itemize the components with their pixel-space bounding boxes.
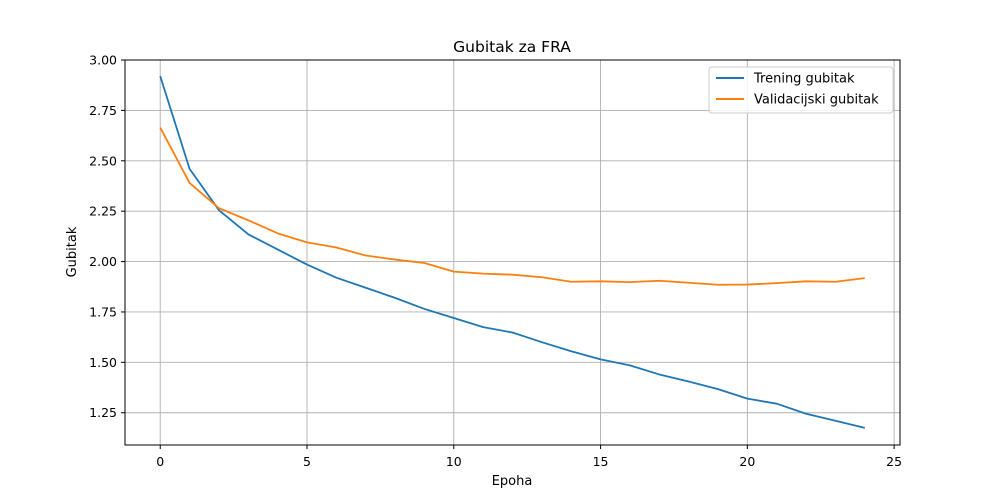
y-tick-label: 2.50 [89, 153, 117, 168]
x-tick-label: 15 [593, 454, 609, 469]
series-layer [159, 75, 865, 429]
grid-layer [125, 59, 900, 445]
y-tick-label: 2.00 [89, 254, 117, 269]
y-axis-label: Gubitak [65, 226, 80, 277]
legend-box [708, 66, 894, 114]
y-tick-label: 1.75 [89, 304, 117, 319]
y-tick-label: 3.00 [89, 53, 117, 68]
y-tick-label: 2.25 [89, 204, 117, 219]
tick-layer: 0 5 10 15 20 25 1.25 1.50 1.75 2.00 2.25 2.50 2.75 3.… [89, 53, 902, 470]
legend-label-train: Trening gubitak [753, 72, 855, 87]
y-tick-label: 1.50 [89, 355, 117, 370]
legend-label-validation: Validacijski gubitak [754, 93, 879, 108]
series-line-train [159, 75, 865, 429]
x-tick-label: 25 [886, 454, 902, 469]
x-tick-label: 0 [156, 454, 164, 469]
x-tick-label: 5 [303, 454, 311, 469]
x-axis-label: Epoha [492, 474, 533, 489]
y-tick-label: 1.25 [89, 405, 117, 420]
y-tick-label: 2.75 [89, 103, 117, 118]
series-line-validation [159, 127, 865, 286]
x-tick-label: 20 [739, 454, 755, 469]
chart-title: Gubitak za FRA [453, 38, 571, 56]
legend: Trening gubitak Validacijski gubitak [708, 66, 894, 114]
plot-frame [124, 59, 901, 446]
x-tick-label: 10 [446, 454, 462, 469]
